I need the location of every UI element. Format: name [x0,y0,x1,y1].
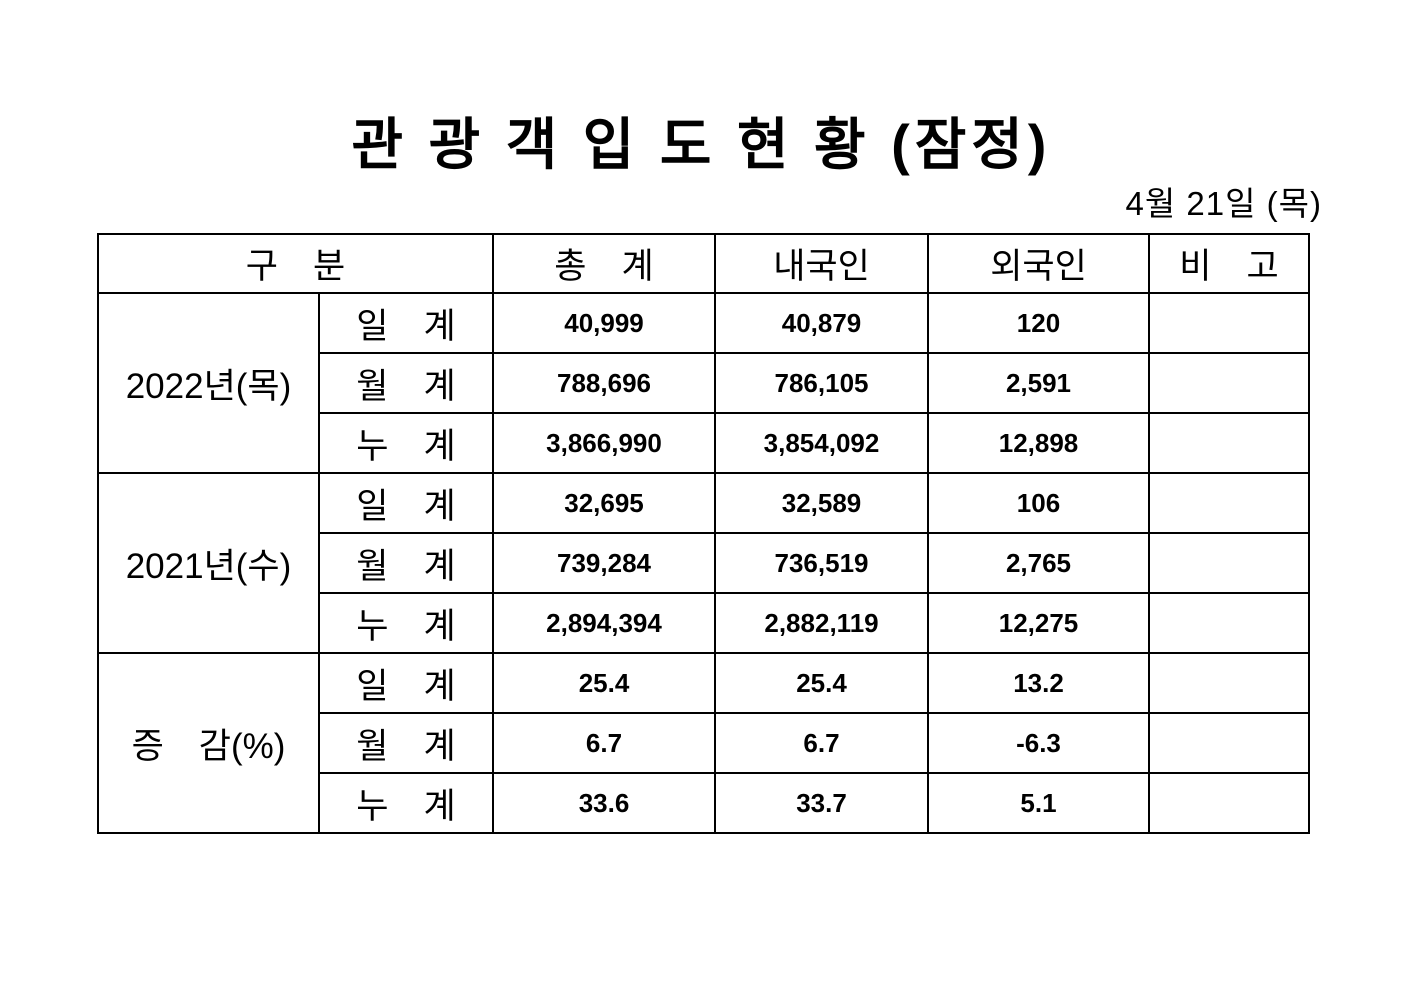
cell-domestic: 736,519 [714,532,929,594]
cell-total: 3,866,990 [492,412,716,474]
cell-total: 739,284 [492,532,716,594]
row-label: 월 계 [318,532,494,594]
row-label: 일 계 [318,652,494,714]
cell-total: 32,695 [492,472,716,534]
cell-total: 33.6 [492,772,716,834]
cell-foreign: 5.1 [927,772,1150,834]
group-label-change: 증 감(%) [97,652,320,834]
cell-foreign: 12,275 [927,592,1150,654]
table-row: 월 계 6.7 6.7 -6.3 [98,712,1310,774]
header-total: 총 계 [492,233,716,294]
cell-foreign: -6.3 [927,712,1150,774]
cell-domestic: 3,854,092 [714,412,929,474]
cell-domestic: 2,882,119 [714,592,929,654]
table-row: 증 감(%) 일 계 25.4 25.4 13.2 [97,652,1310,834]
cell-remarks [1148,592,1310,654]
cell-domestic: 32,589 [714,472,929,534]
cell-foreign: 120 [927,292,1150,354]
cell-remarks [1148,472,1310,534]
table-row: 누 계 33.6 33.7 5.1 [98,772,1310,834]
table-row: 2022년(목) 일 계 40,999 40,879 120 [97,292,1310,474]
cell-total: 25.4 [492,652,716,714]
header-category: 구 분 [97,233,494,294]
group-label-2021: 2021년(수) [97,472,320,654]
cell-remarks [1148,412,1310,474]
table-row: 2021년(수) 일 계 32,695 32,589 106 [97,472,1310,654]
header-foreign: 외국인 [927,233,1150,294]
table-row: 월 계 739,284 736,519 2,765 [98,532,1310,594]
cell-foreign: 106 [927,472,1150,534]
cell-foreign: 13.2 [927,652,1150,714]
row-label: 누 계 [318,592,494,654]
cell-foreign: 2,765 [927,532,1150,594]
cell-remarks [1148,652,1310,714]
cell-total: 6.7 [492,712,716,774]
row-label: 일 계 [318,472,494,534]
cell-remarks [1148,772,1310,834]
row-label: 월 계 [318,352,494,414]
row-label: 일 계 [318,292,494,354]
report-date: 4월 21일 (목) [1125,185,1322,222]
cell-domestic: 40,879 [714,292,929,354]
row-label: 누 계 [318,772,494,834]
header-remarks: 비 고 [1148,233,1310,294]
row-label: 월 계 [318,712,494,774]
tourist-arrivals-table: 구 분 총 계 내국인 외국인 비 고 2022년(목) 일 계 40,999 … [97,233,1310,834]
cell-foreign: 2,591 [927,352,1150,414]
cell-remarks [1148,292,1310,354]
cell-domestic: 6.7 [714,712,929,774]
cell-total: 788,696 [492,352,716,414]
cell-domestic: 25.4 [714,652,929,714]
table-row: 누 계 2,894,394 2,882,119 12,275 [98,592,1310,654]
cell-foreign: 12,898 [927,412,1150,474]
cell-total: 40,999 [492,292,716,354]
page-title: 관 광 객 입 도 현 황 (잠정) [351,113,1052,176]
table-header-row: 구 분 총 계 내국인 외국인 비 고 [97,233,1310,294]
cell-total: 2,894,394 [492,592,716,654]
cell-remarks [1148,532,1310,594]
group-label-2022: 2022년(목) [97,292,320,474]
table-row: 누 계 3,866,990 3,854,092 12,898 [98,412,1310,474]
cell-domestic: 786,105 [714,352,929,414]
table-row: 월 계 788,696 786,105 2,591 [98,352,1310,414]
cell-remarks [1148,712,1310,774]
cell-domestic: 33.7 [714,772,929,834]
header-domestic: 내국인 [714,233,929,294]
row-label: 누 계 [318,412,494,474]
cell-remarks [1148,352,1310,414]
